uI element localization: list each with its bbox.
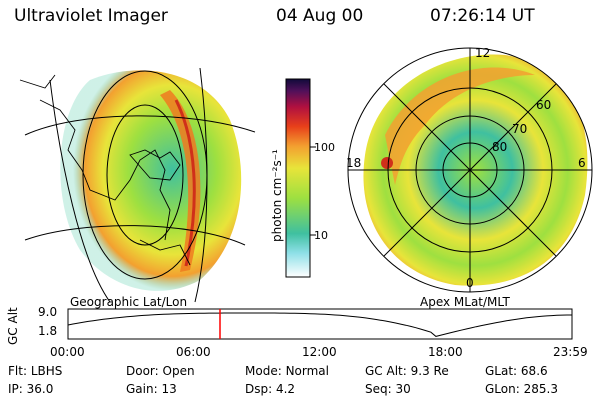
status-gc-alt: GC Alt: 9.3 Re: [365, 364, 449, 378]
status-door: Door: Open: [126, 364, 195, 378]
mlt-label-0: 0: [466, 276, 474, 290]
status-seq: Seq: 30: [365, 382, 411, 396]
right-panel-label: Apex MLat/MLT: [420, 295, 510, 309]
status-gain: Gain: 13: [126, 382, 177, 396]
left-panel-label: Geographic Lat/Lon: [70, 295, 188, 309]
auroral-emission-left: [60, 70, 242, 291]
mlat-label-70: 70: [512, 122, 528, 136]
status-glon: GLon: 285.3: [485, 382, 558, 396]
status-glat: GLat: 68.6: [485, 364, 548, 378]
altitude-ytick-high: 9.0: [38, 305, 58, 319]
altitude-plot: [67, 308, 573, 340]
mlt-label-6: 6: [578, 156, 586, 170]
geographic-image-panel: [19, 67, 256, 303]
colorbar-tick-10: 10: [314, 229, 328, 242]
altitude-xtick-0000: 00:00: [50, 345, 85, 359]
auroral-oval-bright-right: [385, 67, 535, 185]
altitude-xtick-0600: 06:00: [176, 345, 211, 359]
status-ip: IP: 36.0: [8, 382, 54, 396]
altitude-xtick-1800: 18:00: [428, 345, 463, 359]
mlat-label-60: 60: [536, 98, 552, 112]
mlat-label-80: 80: [492, 140, 508, 154]
altitude-xtick-1200: 12:00: [302, 345, 337, 359]
altitude-xtick-2359: 23:59: [553, 345, 588, 359]
polar-grid: [347, 47, 593, 293]
geographic-grid: [24, 67, 256, 303]
colorbar-unit-label: photon cm⁻²s⁻¹: [270, 149, 284, 242]
colorbar-tick-100: 100: [314, 141, 335, 154]
polar-image-panel: [347, 47, 593, 293]
image-time: 07:26:14 UT: [430, 6, 535, 26]
instrument-title: Ultraviolet Imager: [14, 6, 168, 26]
color-bar: [285, 78, 316, 278]
altitude-curve: [67, 312, 572, 337]
image-date: 04 Aug 00: [276, 6, 364, 26]
auroral-oval-bright-left: [160, 90, 201, 272]
mlt-label-12: 12: [475, 46, 491, 60]
status-mode: Mode: Normal: [245, 364, 329, 378]
coastlines: [19, 74, 191, 266]
status-flt: Flt: LBHS: [8, 364, 63, 378]
altitude-ytick-low: 1.8: [38, 324, 58, 338]
altitude-ylabel: GC Alt: [6, 307, 20, 345]
status-dsp: Dsp: 4.2: [245, 382, 296, 396]
mlt-label-18: 18: [346, 156, 362, 170]
